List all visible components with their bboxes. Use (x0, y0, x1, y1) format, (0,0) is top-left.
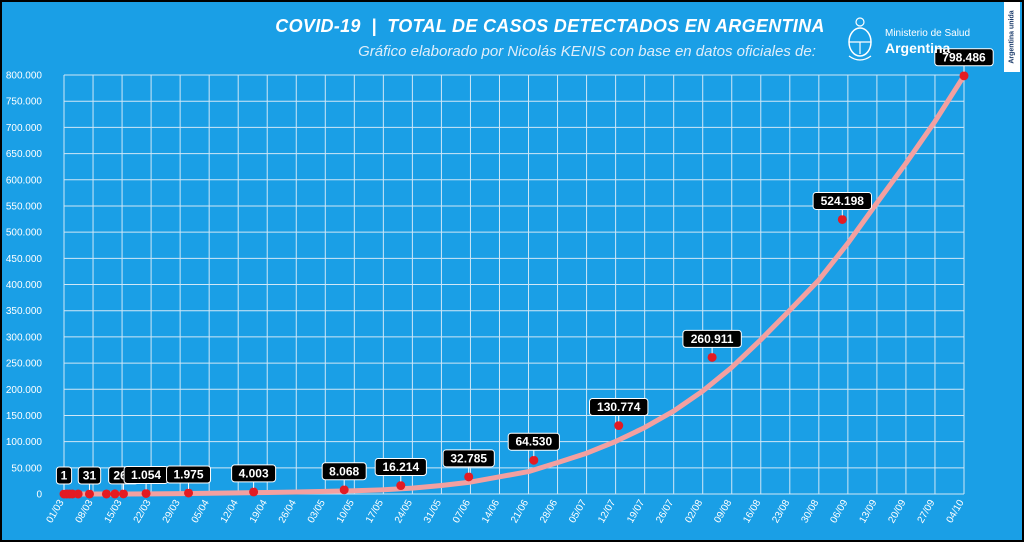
y-tick-label: 550.000 (6, 201, 43, 212)
x-tick-label: 05/07 (567, 498, 589, 526)
x-tick-label: 19/04 (248, 498, 270, 526)
x-tick-label: 07/06 (451, 498, 473, 526)
argentina-seal-icon (848, 17, 872, 61)
y-tick-label: 300.000 (6, 332, 43, 343)
x-tick-label: 27/09 (916, 498, 938, 526)
x-tick-label: 26/04 (277, 498, 299, 526)
data-marker (184, 488, 194, 498)
x-tick-label: 10/05 (335, 498, 357, 526)
data-marker (73, 489, 83, 499)
x-tick-label: 15/03 (103, 498, 125, 526)
data-label: 64.530 (515, 435, 552, 449)
data-marker (396, 481, 406, 491)
x-tick-label: 04/10 (945, 498, 967, 526)
x-tick-label: 12/04 (219, 498, 241, 526)
badge-text: Argentina unida (1008, 10, 1016, 64)
y-tick-label: 0 (36, 490, 42, 501)
x-tick-label: 19/07 (625, 498, 647, 526)
data-marker (837, 214, 847, 224)
x-tick-label: 21/06 (509, 498, 531, 526)
data-marker (84, 489, 94, 499)
x-tick-label: 02/08 (683, 498, 705, 526)
data-label-box (934, 48, 994, 67)
y-tick-label: 150.000 (6, 411, 43, 422)
chart-title: COVID-19 | TOTAL DE CASOS DETECTADOS EN … (275, 16, 825, 36)
x-tick-label: 24/05 (393, 498, 415, 526)
data-label: 1.054 (131, 468, 161, 482)
y-tick-label: 800.000 (6, 71, 43, 82)
data-label: 31 (83, 468, 97, 482)
ministry-name: Ministerio de Salud (885, 28, 971, 39)
y-tick-label: 450.000 (6, 254, 43, 265)
y-tick-label: 400.000 (6, 280, 43, 291)
x-tick-label: 28/06 (538, 498, 560, 526)
x-tick-label: 13/09 (857, 498, 879, 526)
y-tick-label: 500.000 (6, 228, 43, 239)
x-tick-label: 17/05 (364, 498, 386, 526)
data-label: 130.774 (597, 400, 641, 414)
data-label: 8.068 (329, 464, 359, 478)
data-marker (614, 421, 624, 431)
data-marker (529, 455, 539, 465)
y-axis-labels: 0 50.000 100.000 150.000 200.000 250.000 300.0… (6, 71, 43, 501)
x-tick-label: 08/03 (74, 498, 96, 526)
x-tick-label: 09/08 (712, 498, 734, 526)
x-tick-label: 31/05 (422, 498, 444, 526)
x-tick-label: 16/08 (741, 498, 763, 526)
ministry-logo: Ministerio de Salud Argentina (845, 12, 985, 68)
x-tick-label: 14/06 (480, 498, 502, 526)
y-tick-label: 650.000 (6, 149, 43, 160)
x-tick-label: 22/03 (132, 498, 154, 526)
y-tick-label: 350.000 (6, 306, 43, 317)
x-axis-labels: 01/03 08/03 15/03 22/03 29/03 05/04 12/04 19/04… (45, 498, 967, 526)
x-tick-label: 29/03 (161, 498, 183, 526)
data-label: 524.198 (821, 194, 865, 208)
data-marker (118, 489, 128, 499)
x-tick-label: 26/07 (654, 498, 676, 526)
data-markers (59, 71, 969, 499)
x-tick-label: 20/09 (886, 498, 908, 526)
x-tick-label: 03/05 (306, 498, 328, 526)
data-label: 798.486 (942, 50, 986, 64)
data-label: 4.003 (239, 466, 269, 480)
data-label: 32.785 (450, 451, 487, 465)
y-tick-label: 200.000 (6, 385, 43, 396)
data-marker (110, 489, 120, 499)
ministry-country: Argentina (885, 40, 951, 56)
data-label: 260.911 (691, 332, 734, 346)
data-marker (959, 71, 969, 81)
x-tick-label: 06/09 (828, 498, 850, 526)
data-marker (249, 487, 259, 497)
y-tick-label: 250.000 (6, 359, 43, 370)
data-marker (339, 485, 349, 495)
y-tick-label: 50.000 (11, 463, 42, 474)
y-tick-label: 100.000 (6, 437, 43, 448)
y-tick-label: 600.000 (6, 175, 43, 186)
gridlines (63, 74, 965, 495)
argentina-unida-badge: Argentina unida (1004, 2, 1020, 72)
data-marker (141, 488, 151, 498)
data-label: 1 (61, 468, 68, 482)
data-marker (101, 489, 111, 499)
x-tick-label: 05/04 (190, 498, 212, 526)
data-marker (464, 472, 474, 482)
x-tick-label: 30/08 (799, 498, 821, 526)
x-tick-label: 23/08 (770, 498, 792, 526)
x-tick-label: 12/07 (596, 498, 618, 526)
x-tick-label: 01/03 (45, 498, 67, 526)
data-marker (707, 352, 717, 362)
series-line (61, 73, 967, 497)
y-tick-label: 700.000 (6, 123, 43, 134)
data-label: 1.975 (174, 467, 204, 481)
chart-subtitle: Gráfico elaborado por Nicolás KENIS con … (358, 43, 816, 60)
y-tick-label: 750.000 (6, 97, 43, 108)
data-label: 16.214 (382, 460, 419, 474)
